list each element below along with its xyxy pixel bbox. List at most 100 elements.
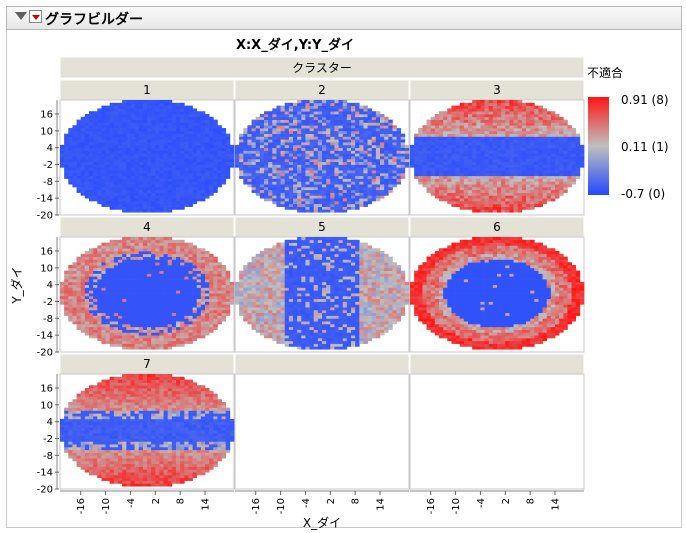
heatmap-cell: [134, 125, 140, 129]
heatmap-cell: [459, 172, 465, 177]
heatmap-cell: [126, 142, 131, 146]
heatmap-cell: [142, 150, 148, 154]
heatmap-cell: [575, 158, 581, 163]
heatmap-cell: [322, 175, 327, 179]
heatmap-cell: [76, 167, 82, 171]
heatmap-cell: [192, 298, 198, 302]
heatmap-cell: [326, 158, 331, 163]
heatmap-cell: [151, 167, 156, 171]
heatmap-cell: [346, 105, 352, 109]
heatmap-cell: [492, 105, 498, 109]
heatmap-cell: [109, 164, 115, 168]
heatmap-cell: [284, 150, 290, 154]
heatmap-cell: [563, 175, 568, 179]
heatmap-cell: [505, 158, 510, 163]
heatmap-cell: [118, 147, 123, 151]
heatmap-cell: [142, 329, 148, 333]
heatmap-cell: [142, 175, 148, 179]
heatmap-cell: [64, 307, 69, 311]
heatmap-cell: [213, 158, 218, 163]
heatmap-cell: [268, 186, 273, 191]
heatmap-cell: [138, 304, 144, 308]
heatmap-cell: [488, 102, 494, 106]
heatmap-cell: [155, 167, 160, 171]
heatmap-cell: [430, 161, 436, 165]
heatmap-cell: [301, 128, 306, 132]
heatmap-cell: [122, 315, 127, 319]
heatmap-cell: [375, 181, 381, 185]
heatmap-cell: [317, 114, 323, 118]
heatmap-cell: [171, 175, 177, 179]
heatmap-cell: [313, 192, 319, 196]
heatmap-cell: [225, 290, 231, 294]
heatmap-cell: [322, 181, 327, 185]
heatmap-cell: [501, 144, 506, 149]
heatmap-cell: [309, 175, 315, 179]
heatmap-cell: [243, 178, 248, 182]
heatmap-cell: [488, 156, 494, 160]
heatmap-cell: [221, 318, 227, 322]
heatmap-cell: [138, 150, 144, 154]
heatmap-cell: [209, 323, 214, 328]
heatmap-cell: [235, 158, 240, 163]
heatmap-cell: [363, 203, 368, 207]
heatmap-cell: [517, 102, 523, 106]
heatmap-cell: [484, 184, 490, 188]
heatmap-cell: [492, 139, 498, 143]
heatmap-cell: [451, 139, 456, 143]
heatmap-cell: [355, 156, 360, 160]
heatmap-cell: [317, 195, 323, 199]
heatmap-cell: [550, 158, 556, 163]
heatmap-cell: [171, 116, 177, 120]
heatmap-cell: [147, 161, 152, 165]
heatmap-cell: [301, 164, 306, 168]
heatmap-cell: [147, 307, 152, 311]
heatmap-cell: [355, 181, 360, 185]
heatmap-cell: [351, 105, 356, 109]
heatmap-cell: [550, 114, 556, 118]
heatmap-cell: [513, 139, 519, 143]
heatmap-cell: [113, 312, 119, 316]
heatmap-cell: [322, 158, 327, 163]
heatmap-cell: [200, 293, 206, 297]
heatmap-cell: [196, 133, 202, 137]
heatmap-cell: [89, 301, 94, 305]
heatmap-cell: [371, 181, 377, 185]
heatmap-cell: [538, 192, 543, 196]
heatmap-cell: [188, 189, 193, 193]
heatmap-cell: [239, 147, 244, 151]
heatmap-cell: [159, 343, 164, 347]
heatmap-cell: [542, 161, 548, 165]
heatmap-cell: [109, 315, 115, 319]
disclosure-triangle-icon[interactable]: [15, 12, 27, 20]
heatmap-cell: [313, 105, 319, 109]
heatmap-cell: [330, 116, 335, 120]
heatmap-cell: [284, 144, 290, 149]
heatmap-cell: [109, 295, 115, 300]
heatmap-cell: [138, 128, 144, 132]
heatmap-cell: [217, 295, 222, 300]
heatmap-cell: [380, 125, 385, 129]
heatmap-cell: [196, 153, 202, 157]
heatmap-cell: [84, 321, 90, 325]
heatmap-cell: [313, 164, 319, 168]
heatmap-cell: [530, 206, 535, 210]
heatmap-cell: [380, 133, 385, 137]
heatmap-cell: [480, 156, 485, 160]
heatmap-cell: [334, 170, 339, 174]
heatmap-cell: [126, 315, 131, 319]
heatmap-cell: [326, 139, 331, 143]
red-triangle-menu-icon[interactable]: [29, 10, 42, 23]
heatmap-cell: [538, 170, 543, 174]
heatmap-cell: [247, 156, 252, 160]
heatmap-cell: [196, 323, 202, 328]
heatmap-cell: [488, 164, 494, 168]
heatmap-cell: [192, 295, 198, 300]
heatmap-cell: [526, 130, 531, 134]
heatmap-cell: [534, 144, 539, 149]
heatmap-cell: [138, 175, 144, 179]
heatmap-cell: [68, 133, 73, 137]
heatmap-cell: [101, 164, 106, 168]
heatmap-cell: [122, 158, 127, 163]
heatmap-cell: [517, 170, 523, 174]
